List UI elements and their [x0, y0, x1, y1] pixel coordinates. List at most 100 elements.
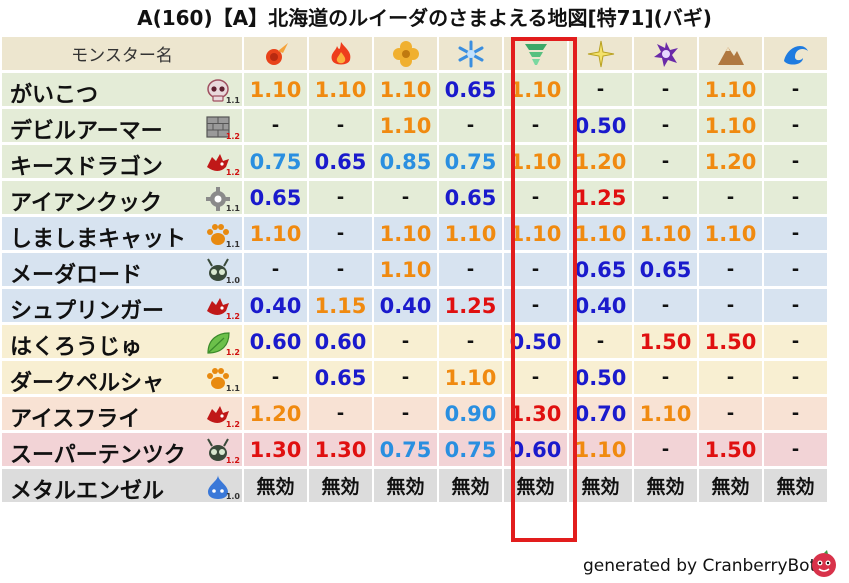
monster-name-cell: デビルアーマー 1.2: [2, 109, 244, 145]
resistance-value-cell: -: [634, 145, 699, 181]
resistance-value-cell: -: [244, 253, 309, 289]
resistance-value-cell: 1.30: [504, 397, 569, 433]
type-multiplier: 1.0: [225, 492, 240, 501]
resistance-value-cell: -: [374, 181, 439, 217]
resistance-table: モンスター名: [2, 37, 829, 505]
resistance-value-cell: 1.10: [634, 217, 699, 253]
resistance-value-cell: -: [504, 181, 569, 217]
resistance-value-cell: 1.10: [374, 253, 439, 289]
resistance-value-cell: -: [244, 361, 309, 397]
type-multiplier: 1.2: [225, 420, 240, 429]
resistance-value-cell: -: [634, 289, 699, 325]
table-row: ダークペルシャ 1.1-0.65-1.10-0.50- - -: [2, 361, 829, 397]
resistance-value-cell: -: [764, 289, 829, 325]
resistance-value-cell: 0.65: [309, 145, 374, 181]
resistance-value-cell: 1.10: [504, 73, 569, 109]
type-multiplier: 1.2: [225, 168, 240, 177]
table-row: がいこつ 1.1 1.10 1.10 1.10 0.65 1.10- -1.10-: [2, 73, 829, 109]
dark-swirl-icon: [634, 37, 699, 73]
resistance-value-cell: -: [764, 253, 829, 289]
monster-name-cell: アイスフライ 1.2: [2, 397, 244, 433]
type-multiplier: 1.2: [225, 456, 240, 465]
resistance-value-cell: 無効: [244, 469, 309, 505]
snowflake-icon: [439, 37, 504, 73]
resistance-value-cell: 0.75: [374, 433, 439, 469]
resistance-value-cell: -: [699, 181, 764, 217]
gear-icon: [204, 185, 232, 213]
resistance-value-cell: 1.10: [244, 217, 309, 253]
resistance-value-cell: 0.60: [309, 325, 374, 361]
table-row: スーパーテンツク 1.2 1.30 1.30 0.75 0.75 0.60 1.10-1.50…: [2, 433, 829, 469]
resistance-value-cell: -: [764, 433, 829, 469]
type-multiplier: 1.2: [225, 348, 240, 357]
fire-icon: [244, 37, 309, 73]
resistance-value-cell: 1.30: [244, 433, 309, 469]
resistance-value-cell: 1.10: [439, 217, 504, 253]
table-row: しましまキャット 1.1 1.10-1.10 1.10 1.10 1.10 1.10 1.10…: [2, 217, 829, 253]
resistance-value-cell: 0.75: [439, 145, 504, 181]
monster-name-cell: しましまキャット 1.1: [2, 217, 244, 253]
resistance-value-cell: 0.70: [569, 397, 634, 433]
resistance-value-cell: -: [309, 181, 374, 217]
resistance-value-cell: -: [634, 433, 699, 469]
resistance-value-cell: 1.10: [374, 73, 439, 109]
tornado-icon: [504, 37, 569, 73]
table-header-row: モンスター名: [2, 37, 829, 73]
resistance-value-cell: -: [699, 361, 764, 397]
monster-name-cell: メタルエンゼル 1.0: [2, 469, 244, 505]
resistance-value-cell: 0.65: [244, 181, 309, 217]
monster-name: スーパーテンツク: [10, 443, 186, 468]
monster-name: アイスフライ: [10, 407, 141, 432]
table-row: はくろうじゅ 1.2 0.60 0.60- -0.50-1.50 1.50-: [2, 325, 829, 361]
monster-name-cell: がいこつ 1.1: [2, 73, 244, 109]
resistance-value-cell: 0.60: [504, 433, 569, 469]
resistance-value-cell: 1.20: [699, 145, 764, 181]
resistance-value-cell: -: [764, 145, 829, 181]
resistance-value-cell: 1.10: [699, 73, 764, 109]
brick-icon: [204, 113, 232, 141]
type-multiplier: 1.1: [225, 384, 240, 393]
slime-icon: [204, 473, 232, 501]
resistance-value-cell: 無効: [569, 469, 634, 505]
table-row: アイスフライ 1.2 1.20- -0.90 1.30 0.70 1.10- -: [2, 397, 829, 433]
monster-name: デビルアーマー: [10, 119, 163, 144]
monster-name: メタルエンゼル: [10, 479, 165, 504]
resistance-value-cell: 無効: [764, 469, 829, 505]
resistance-value-cell: 0.40: [374, 289, 439, 325]
resistance-value-cell: 1.10: [569, 433, 634, 469]
resistance-value-cell: -: [764, 217, 829, 253]
resistance-value-cell: 0.75: [439, 433, 504, 469]
resistance-value-cell: 1.10: [699, 109, 764, 145]
resistance-value-cell: -: [764, 73, 829, 109]
skull-icon: [204, 77, 232, 105]
resistance-value-cell: 無効: [374, 469, 439, 505]
resistance-value-cell: 無効: [699, 469, 764, 505]
monster-name: キースドラゴン: [10, 155, 163, 180]
generated-by-text: generated by CranberryBot: [583, 556, 817, 576]
dragon-icon: [204, 293, 232, 321]
resistance-value-cell: -: [439, 253, 504, 289]
resistance-value-cell: 1.10: [439, 361, 504, 397]
resistance-value-cell: -: [504, 253, 569, 289]
table-row: メタルエンゼル 1.0 無効 無効 無効 無効 無効 無効 無効 無効 無効: [2, 469, 829, 505]
mountain-icon: [699, 37, 764, 73]
resistance-value-cell: 0.75: [244, 145, 309, 181]
resistance-value-cell: -: [634, 109, 699, 145]
resistance-value-cell: 1.50: [699, 433, 764, 469]
resistance-value-cell: -: [504, 289, 569, 325]
monster-name: シュプリンガー: [10, 299, 165, 324]
table-row: アイアンクック 1.1 0.65- -0.65-1.25- - -: [2, 181, 829, 217]
monster-name: メーダロード: [10, 263, 143, 288]
resistance-value-cell: 0.65: [439, 181, 504, 217]
resistance-value-cell: 無効: [634, 469, 699, 505]
resistance-value-cell: -: [309, 397, 374, 433]
table-row: メーダロード 1.0- -1.10- -0.65 0.65- -: [2, 253, 829, 289]
insect-icon: [204, 257, 232, 285]
resistance-value-cell: -: [244, 109, 309, 145]
paw-icon: [204, 365, 232, 393]
resistance-value-cell: 0.50: [569, 361, 634, 397]
monster-name-header: モンスター名: [2, 37, 244, 73]
resistance-value-cell: 0.90: [439, 397, 504, 433]
sparkle-icon: [569, 37, 634, 73]
resistance-value-cell: 1.10: [374, 217, 439, 253]
